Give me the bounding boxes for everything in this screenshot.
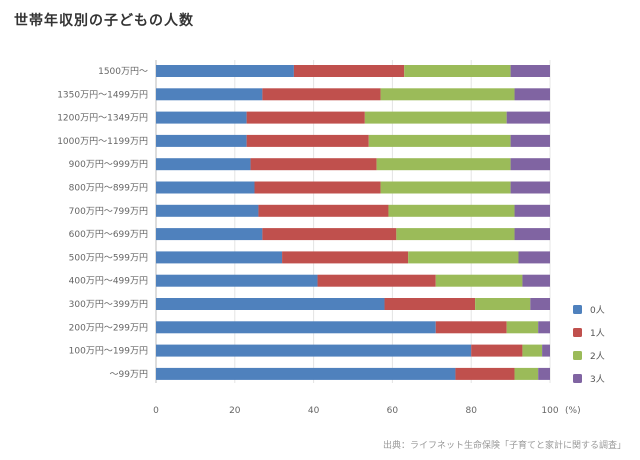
- bar-segment: [368, 134, 511, 147]
- x-tick-label: 100: [541, 406, 558, 416]
- bar-segment: [510, 134, 550, 147]
- category-label: 600万円〜699万円: [69, 229, 148, 240]
- legend-swatch: [573, 305, 582, 314]
- bar-segment: [380, 181, 511, 194]
- bar-segment: [282, 251, 409, 264]
- bar-segment: [317, 274, 436, 287]
- bar-segment: [156, 134, 247, 147]
- bar-segment: [156, 344, 472, 357]
- bar-segment: [376, 158, 511, 171]
- bar-segment: [530, 298, 550, 310]
- bar-segment: [542, 344, 550, 357]
- bar-segment: [156, 181, 255, 194]
- bar-segment: [506, 111, 550, 124]
- bar-segment: [408, 251, 519, 264]
- bar-segment: [522, 344, 543, 357]
- legend-label: 3人: [590, 374, 605, 385]
- x-tick-label: 80: [465, 406, 477, 416]
- bar-segment: [514, 88, 550, 101]
- category-label: 1500万円〜: [98, 66, 148, 77]
- bar-segment: [250, 158, 377, 171]
- category-label: 1200万円〜1349万円: [57, 113, 148, 124]
- bar-segment: [156, 228, 263, 241]
- bar-segment: [522, 274, 550, 287]
- bar-segment: [514, 367, 539, 380]
- bars: [156, 65, 550, 380]
- bar-segment: [396, 228, 515, 241]
- bar-segment: [384, 298, 476, 310]
- legend-label: 2人: [590, 351, 605, 362]
- bar-segment: [510, 158, 550, 171]
- source-note: 出典：ライフネット生命保険「子育てと家計に関する調査」: [382, 441, 626, 451]
- legend-label: 0人: [590, 305, 605, 316]
- bar-segment: [435, 274, 523, 287]
- bar-segment: [455, 367, 515, 380]
- bar-segment: [156, 274, 318, 287]
- bar-segment: [388, 204, 515, 217]
- bar-segment: [510, 181, 550, 194]
- x-tick-label: 20: [229, 406, 241, 416]
- bar-segment: [514, 204, 550, 217]
- legend-swatch: [573, 374, 582, 383]
- bar-segment: [156, 158, 251, 171]
- bar-segment: [156, 367, 456, 380]
- bar-segment: [293, 65, 405, 77]
- bar-segment: [380, 88, 515, 101]
- chart-title: 世帯年収別の子どもの人数: [14, 13, 194, 29]
- category-label: 1350万円〜1499万円: [57, 89, 148, 100]
- category-label: 200万円〜299万円: [69, 322, 148, 333]
- bar-segment: [404, 65, 511, 77]
- bar-segment: [510, 65, 550, 77]
- bar-segment: [156, 251, 283, 264]
- x-tick-label: 40: [308, 406, 320, 416]
- legend-swatch: [573, 351, 582, 360]
- category-label: 1000万円〜1199万円: [57, 136, 148, 147]
- grid-lines: [155, 60, 551, 383]
- category-label: 300万円〜399万円: [69, 299, 148, 310]
- bar-segment: [262, 228, 397, 241]
- bar-segment: [258, 204, 389, 217]
- x-tick-label: 0: [153, 406, 159, 416]
- category-label: 800万円〜899万円: [69, 183, 148, 194]
- category-label: 100万円〜199万円: [69, 346, 148, 357]
- bar-segment: [254, 181, 381, 194]
- bar-segment: [156, 65, 294, 77]
- bar-segment: [518, 251, 550, 264]
- bar-segment: [514, 228, 550, 241]
- category-label: 500万円〜599万円: [69, 252, 148, 263]
- category-labels: 1500万円〜 1350万円〜1499万円 1200万円〜1349万円 1000万円〜…: [57, 66, 148, 380]
- bar-segment: [538, 321, 550, 334]
- bar-segment: [471, 344, 523, 357]
- bar-segment: [262, 88, 381, 101]
- bar-segment: [246, 134, 369, 147]
- category-label: 〜99万円: [110, 369, 148, 380]
- x-axis: 0 20 40 60 80 100 (%): [153, 406, 580, 416]
- x-unit-label: (%): [565, 406, 581, 416]
- category-label: 700万円〜799万円: [69, 206, 148, 217]
- category-label: 900万円〜999万円: [69, 159, 148, 170]
- bar-segment: [156, 204, 259, 217]
- bar-segment: [156, 321, 436, 334]
- bar-segment: [364, 111, 507, 124]
- bar-segment: [435, 321, 507, 334]
- bar-segment: [538, 367, 550, 380]
- legend-label: 1人: [590, 328, 605, 339]
- bar-segment: [156, 88, 263, 101]
- legend-swatch: [573, 328, 582, 337]
- bar-segment: [506, 321, 539, 334]
- legend: 0人 1人 2人 3人: [573, 305, 605, 385]
- category-label: 400万円〜499万円: [69, 276, 148, 287]
- x-tick-label: 60: [387, 406, 399, 416]
- bar-segment: [246, 111, 365, 124]
- bar-segment: [156, 298, 385, 310]
- bar-segment: [475, 298, 531, 310]
- bar-segment: [156, 111, 247, 124]
